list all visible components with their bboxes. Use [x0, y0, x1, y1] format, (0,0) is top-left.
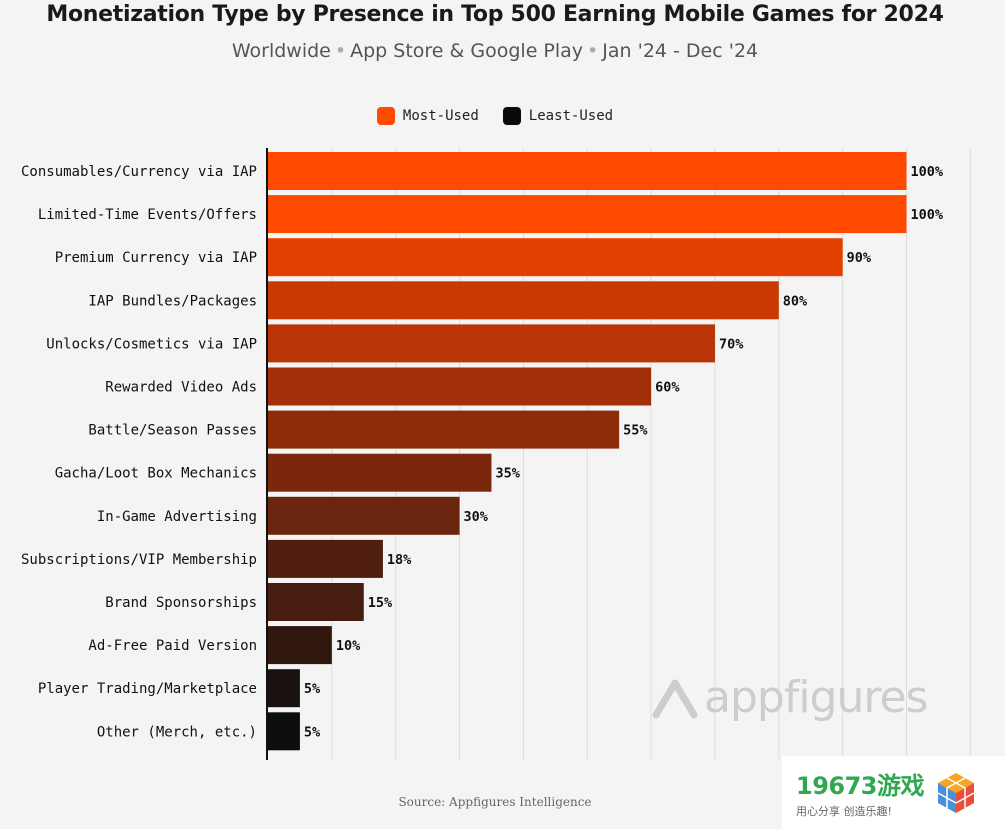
- bar[interactable]: [268, 281, 779, 320]
- data-label: 60%: [655, 380, 680, 396]
- source-note: Source: Appfigures Intelligence: [398, 795, 592, 809]
- category-label: Battle/Season Passes: [88, 423, 257, 439]
- subtitle-daterange: Jan '24 - Dec '24: [602, 40, 759, 62]
- category-label: Ad-Free Paid Version: [88, 638, 257, 654]
- legend-label-most-used: Most-Used: [402, 108, 479, 124]
- data-label: 80%: [783, 293, 808, 309]
- data-label: 35%: [495, 466, 520, 482]
- bar[interactable]: [268, 410, 620, 449]
- bar[interactable]: [268, 669, 300, 708]
- data-label: 18%: [387, 552, 412, 568]
- data-label: 100%: [911, 164, 944, 180]
- category-label: Unlocks/Cosmetics via IAP: [46, 336, 257, 352]
- cube-logo-icon: [937, 772, 975, 813]
- bar[interactable]: [268, 712, 300, 751]
- category-label: Other (Merch, etc.): [97, 724, 257, 740]
- data-label: 5%: [304, 724, 321, 740]
- legend-swatch-most-used: [376, 107, 395, 125]
- site-badge: 19673游戏 用心分享 创造乐趣!: [782, 756, 1005, 829]
- chart-legend: Most-Used Least-Used: [0, 107, 990, 125]
- bar[interactable]: [268, 453, 492, 492]
- bar[interactable]: [268, 195, 907, 234]
- bar[interactable]: [268, 539, 383, 578]
- subtitle-region: Worldwide: [231, 40, 331, 62]
- category-label: Limited-Time Events/Offers: [38, 207, 257, 223]
- category-label: In-Game Advertising: [97, 509, 257, 525]
- bar[interactable]: [268, 238, 843, 277]
- category-label: Subscriptions/VIP Membership: [21, 552, 257, 568]
- badge-main-text: 19673游戏: [796, 772, 925, 800]
- legend-swatch-least-used: [502, 107, 521, 125]
- appfigures-logo-icon: [652, 679, 698, 718]
- category-label: Premium Currency via IAP: [55, 250, 257, 266]
- chart-title: Monetization Type by Presence in Top 500…: [46, 2, 944, 27]
- data-label: 30%: [464, 509, 489, 525]
- category-label: Brand Sponsorships: [105, 595, 257, 611]
- bar[interactable]: [268, 367, 652, 406]
- appfigures-watermark: appfigures: [652, 672, 928, 723]
- data-label: 15%: [368, 595, 393, 611]
- subtitle-stores: App Store & Google Play: [350, 40, 584, 62]
- category-label: IAP Bundles/Packages: [88, 293, 257, 309]
- subtitle-separator: •: [587, 40, 599, 62]
- category-label: Gacha/Loot Box Mechanics: [55, 466, 257, 482]
- data-label: 70%: [719, 336, 744, 352]
- bar[interactable]: [268, 324, 715, 363]
- category-label: Player Trading/Marketplace: [38, 681, 257, 697]
- bar[interactable]: [268, 583, 364, 621]
- data-label: 55%: [623, 423, 648, 439]
- data-label: 90%: [847, 250, 872, 266]
- data-label: 100%: [911, 207, 944, 223]
- legend-item-most-used[interactable]: Most-Used: [376, 107, 479, 125]
- badge-sub-text: 用心分享 创造乐趣!: [796, 805, 892, 818]
- chart-subtitle: Worldwide • App Store & Google Play • Jan '2…: [0, 40, 990, 62]
- bar[interactable]: [268, 496, 460, 535]
- category-label: Rewarded Video Ads: [105, 380, 257, 396]
- data-label: 5%: [304, 681, 321, 697]
- legend-label-least-used: Least-Used: [528, 108, 614, 124]
- legend-item-least-used[interactable]: Least-Used: [502, 107, 614, 125]
- bar[interactable]: [268, 152, 907, 190]
- bar[interactable]: [268, 626, 332, 665]
- category-label: Consumables/Currency via IAP: [21, 164, 257, 180]
- data-label: 10%: [336, 638, 361, 654]
- watermark-text: appfigures: [704, 672, 928, 723]
- subtitle-separator: •: [334, 40, 347, 62]
